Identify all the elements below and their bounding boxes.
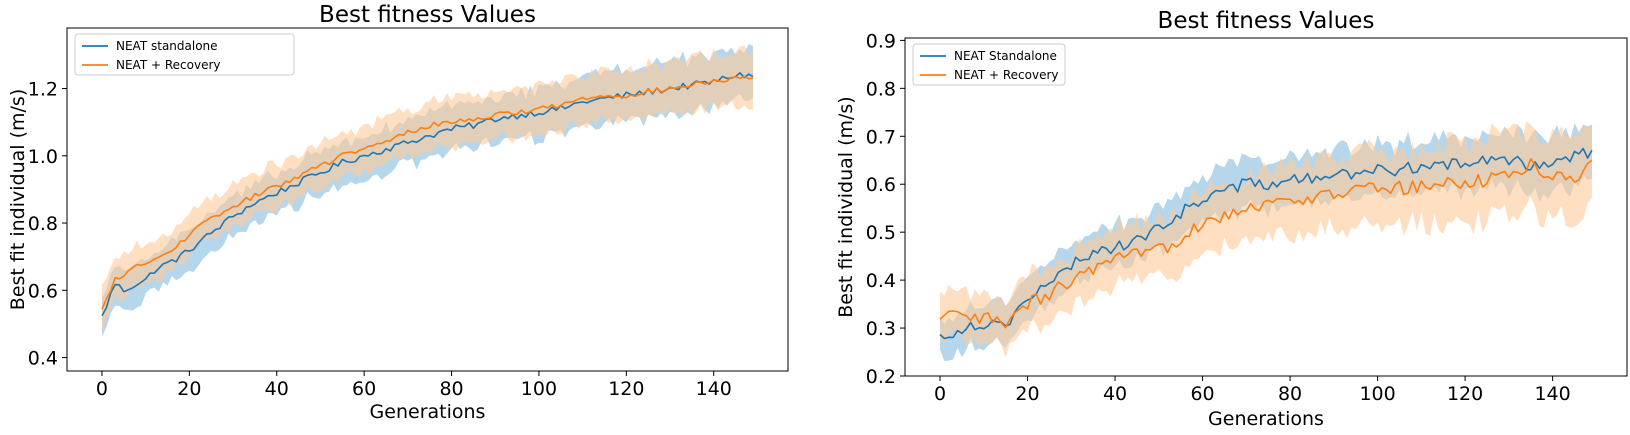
x-tick-label: 140 xyxy=(1534,383,1570,405)
y-tick-label: 0.8 xyxy=(866,78,896,100)
x-tick-label: 20 xyxy=(177,378,201,400)
legend-label: NEAT + Recovery xyxy=(954,68,1059,82)
y-tick-label: 0.5 xyxy=(866,222,896,244)
x-tick-label: 0 xyxy=(934,383,946,405)
y-tick-label: 0.7 xyxy=(866,126,896,148)
x-tick-label: 80 xyxy=(1278,383,1302,405)
y-tick-label: 1.2 xyxy=(28,79,58,101)
x-tick-label: 20 xyxy=(1015,383,1039,405)
right-chart: 0 20 40 60 80 100 120 140 0.2 0.3 0.4 0.5 0.6 0.7 0.8 0… xyxy=(835,8,1628,430)
y-tick-label: 0.6 xyxy=(28,280,58,302)
x-axis-label: Generations xyxy=(370,401,486,423)
plot-frame xyxy=(66,27,789,372)
series-1-band xyxy=(102,45,753,334)
x-tick-label: 100 xyxy=(521,378,557,400)
x-tick-label: 60 xyxy=(1190,383,1214,405)
series-1-line xyxy=(939,158,1593,329)
legend-label: NEAT + Recovery xyxy=(116,58,221,72)
chart-title: Best fitness Values xyxy=(319,2,536,28)
x-tick-label: 60 xyxy=(352,378,376,400)
x-tick-label: 40 xyxy=(265,378,289,400)
y-axis-label: Best fit individual (m/s) xyxy=(835,96,857,317)
x-tick-label: 120 xyxy=(608,378,644,400)
legend-box xyxy=(912,43,1066,86)
x-tick-label: 100 xyxy=(1359,383,1395,405)
series-1-band xyxy=(940,121,1592,358)
y-tick-label: 0.9 xyxy=(866,30,896,52)
y-tick-label: 0.8 xyxy=(28,213,58,235)
x-axis-label: Generations xyxy=(1208,408,1324,430)
legend-box xyxy=(74,33,295,76)
y-tick-label: 0.2 xyxy=(866,366,896,388)
series-1-line xyxy=(101,75,754,310)
series-0-line xyxy=(101,72,754,317)
y-tick-label: 1.0 xyxy=(28,146,58,168)
x-tick-label: 120 xyxy=(1447,383,1483,405)
plot-frame xyxy=(904,37,1628,377)
legend-label: NEAT standalone xyxy=(116,39,218,53)
legend-label: NEAT Standalone xyxy=(954,49,1057,63)
chart-title: Best fitness Values xyxy=(1158,8,1375,34)
x-tick-label: 40 xyxy=(1103,383,1127,405)
y-tick-label: 0.3 xyxy=(866,318,896,340)
y-tick-label: 0.6 xyxy=(866,174,896,196)
plot-area xyxy=(101,43,754,337)
x-tick-label: 0 xyxy=(96,378,108,400)
x-tick-label: 80 xyxy=(439,378,463,400)
x-tick-label: 140 xyxy=(696,378,732,400)
plot-area xyxy=(939,121,1593,361)
y-tick-label: 0.4 xyxy=(28,348,58,370)
y-tick-label: 0.4 xyxy=(866,270,896,292)
series-0-line xyxy=(939,147,1593,340)
y-axis-label: Best fit individual (m/s) xyxy=(7,89,29,310)
